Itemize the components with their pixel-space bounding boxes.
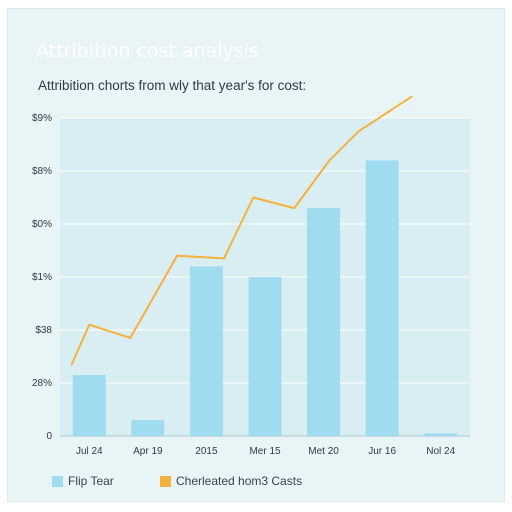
x-tick-label: 2015: [195, 446, 218, 457]
x-tick-label: Met 20: [308, 446, 339, 457]
chart-plot: 0 28% $38 $1% $0% $8% $9% Jul 24 Apr 19 2015 Mer 1…: [32, 95, 470, 457]
x-tick-label: Mer 15: [249, 446, 281, 457]
line-series: [70, 95, 413, 366]
y-tick-label: $9%: [32, 113, 52, 124]
y-tick-label: $8%: [32, 166, 52, 177]
y-tick-label: $0%: [32, 219, 52, 230]
y-tick-label: $38: [35, 325, 52, 336]
chart-legend: Flip Tear Cherleated hom3 Casts: [0, 474, 512, 494]
x-tick-label: Apr 19: [133, 446, 163, 457]
legend-swatch-bars: [52, 475, 63, 487]
x-tick-label: Jul 24: [76, 446, 103, 457]
bar: [72, 375, 106, 436]
legend-item-bars: Flip Tear: [52, 474, 114, 488]
y-tick-label: 28%: [32, 378, 52, 389]
y-tick-label: $1%: [32, 272, 52, 283]
bar: [248, 277, 282, 436]
legend-label-line: Cherleated hom3 Casts: [176, 474, 303, 488]
x-tick-label: Nol 24: [426, 446, 455, 457]
x-tick-label: Jur 16: [368, 446, 396, 457]
bar: [365, 160, 399, 436]
bar: [131, 420, 165, 436]
legend-item-line: Cherleated hom3 Casts: [160, 474, 302, 488]
bar: [307, 208, 341, 436]
chart-title: Attribition cost analysis: [36, 40, 259, 62]
legend-swatch-line: [160, 475, 171, 487]
chart-subtitle: Attribition chorts from wly that year's …: [38, 78, 307, 93]
bar: [424, 433, 458, 436]
y-tick-label: 0: [46, 431, 52, 442]
legend-label-bars: Flip Tear: [68, 474, 114, 488]
bar: [189, 266, 223, 436]
